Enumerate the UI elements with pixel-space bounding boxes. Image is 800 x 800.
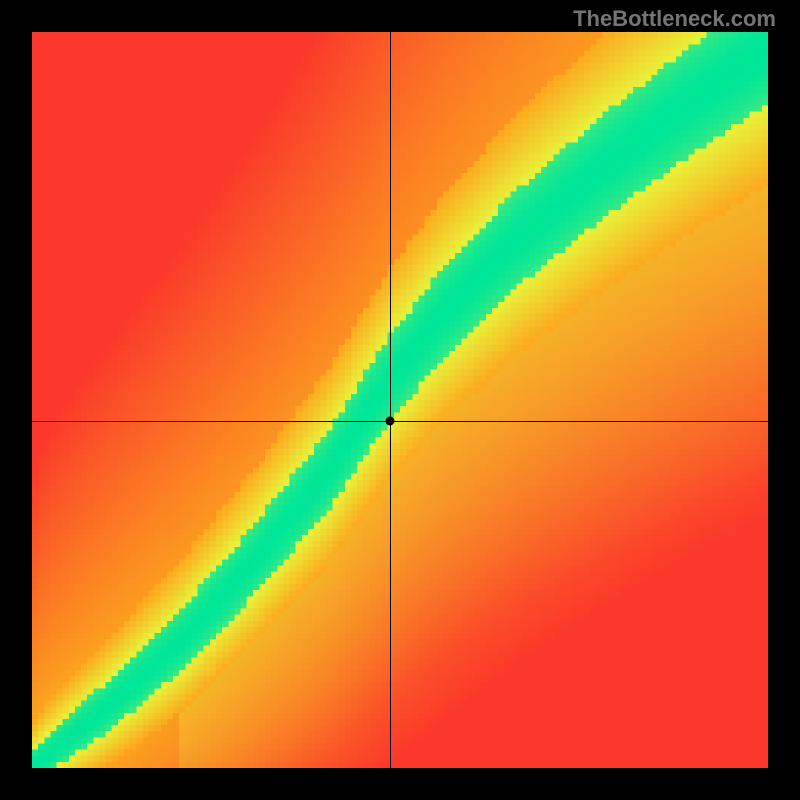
bottleneck-heatmap bbox=[32, 32, 768, 768]
watermark-text: TheBottleneck.com bbox=[573, 6, 776, 32]
crosshair-horizontal bbox=[32, 421, 768, 422]
marker-dot bbox=[386, 416, 395, 425]
plot-area bbox=[32, 32, 768, 768]
crosshair-vertical bbox=[390, 32, 391, 768]
